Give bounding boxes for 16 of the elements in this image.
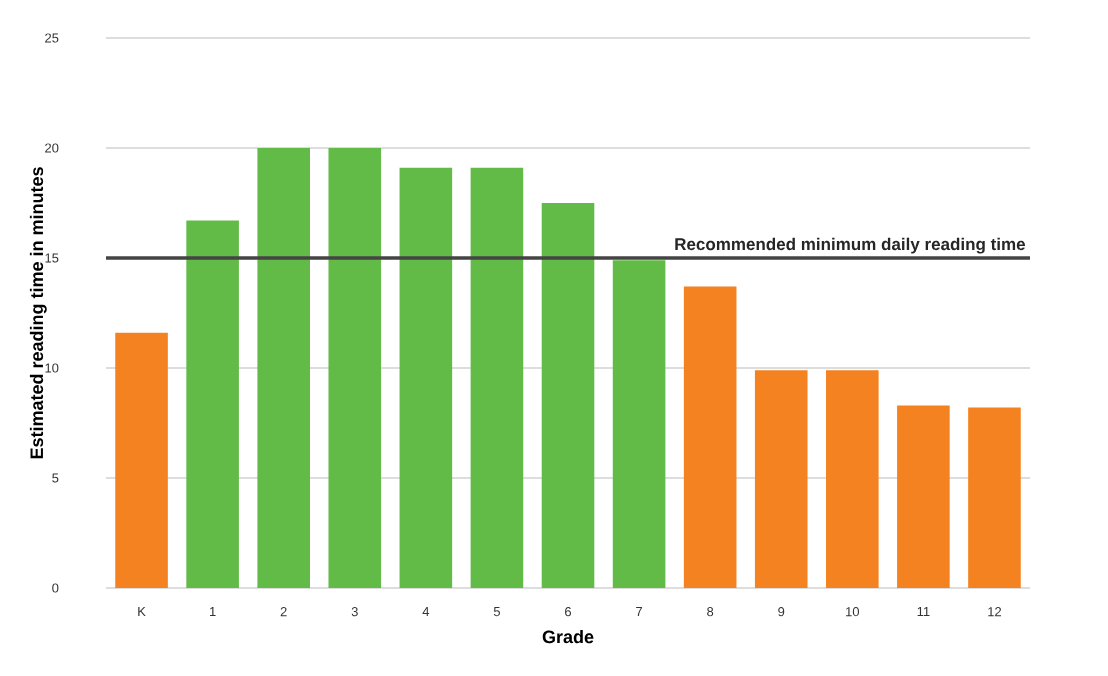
bar [612,260,666,588]
bar [968,407,1021,588]
bar [257,148,310,588]
bar [115,332,168,588]
bar [399,167,453,588]
y-axis-title: Estimated reading time in minutes [29,167,47,459]
bar [826,370,879,588]
bar [897,405,950,588]
bar [683,286,737,588]
x-axis-title: Grade [542,630,594,644]
ref-line-label: Recommended minimum daily reading time [675,237,1026,254]
bar [470,167,524,588]
bar [541,203,595,588]
bar [328,148,382,588]
bar [754,370,808,588]
bar [186,220,239,588]
